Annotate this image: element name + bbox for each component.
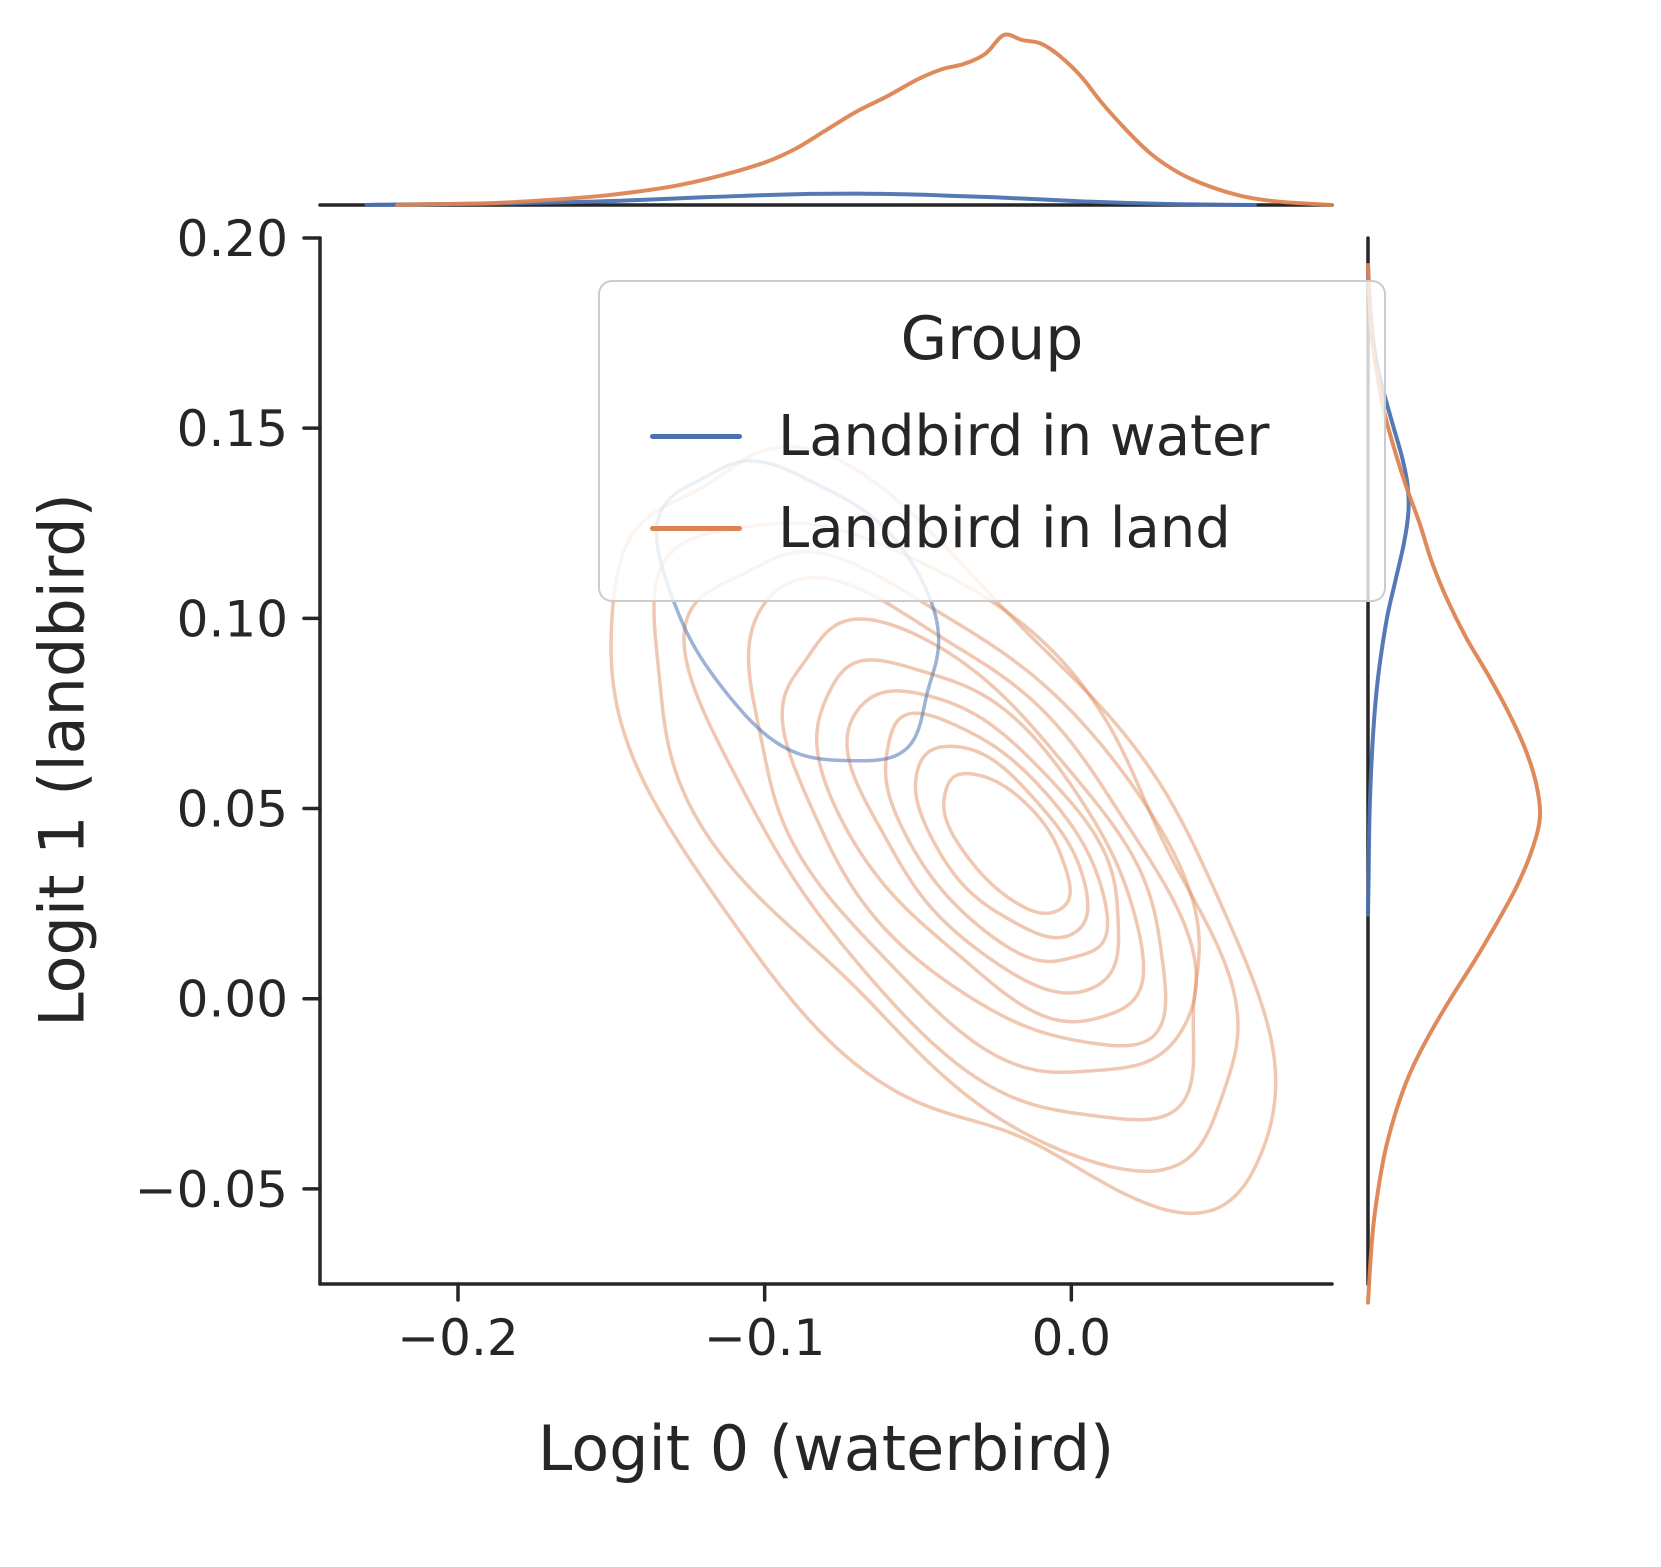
legend-entry-label: Landbird in water <box>778 403 1270 469</box>
kde-contour-landbird-in-land <box>746 575 1199 1075</box>
y-tick-label: 0.05 <box>177 781 288 839</box>
legend-title: Group <box>900 304 1084 374</box>
y-axis-label: Logit 1 (landbird) <box>25 493 99 1027</box>
kde-contour-landbird-in-land <box>913 744 1090 940</box>
legend: Group Landbird in water Landbird in land <box>598 280 1386 602</box>
legend-line-swatch-water <box>650 433 742 439</box>
x-axis-label: Logit 0 (waterbird) <box>537 1412 1115 1485</box>
top-marginal-kde-landbird-in-land <box>395 32 1334 207</box>
kde-contour-landbird-in-land <box>845 689 1121 995</box>
kde-contour-landbird-in-land <box>942 771 1072 916</box>
right-marginal-kde-landbird-in-land <box>1366 263 1543 1305</box>
y-tick-label: 0.20 <box>177 210 288 268</box>
x-tick-label: −0.1 <box>704 1309 825 1367</box>
legend-entry-label: Landbird in land <box>778 495 1231 561</box>
kde-contour-landbird-in-land <box>780 617 1168 1048</box>
top-marginal-kde-landbird-in-water <box>364 191 1257 207</box>
x-tick-label: 0.0 <box>1032 1309 1112 1367</box>
y-tick-label: 0.10 <box>177 590 288 648</box>
legend-entry-landbird-in-land: Landbird in land <box>628 482 1356 574</box>
legend-line-swatch-land <box>650 525 742 531</box>
y-tick-label: 0.15 <box>177 400 288 458</box>
y-tick-label: −0.05 <box>135 1161 288 1219</box>
kde-contour-landbird-in-land <box>652 521 1240 1174</box>
x-tick-label: −0.2 <box>397 1309 518 1367</box>
kde-contour-landbird-in-land <box>883 711 1110 964</box>
kde-contour-landbird-in-land <box>814 658 1146 1024</box>
y-tick-label: 0.00 <box>177 971 288 1029</box>
legend-entry-landbird-in-water: Landbird in water <box>628 390 1356 482</box>
